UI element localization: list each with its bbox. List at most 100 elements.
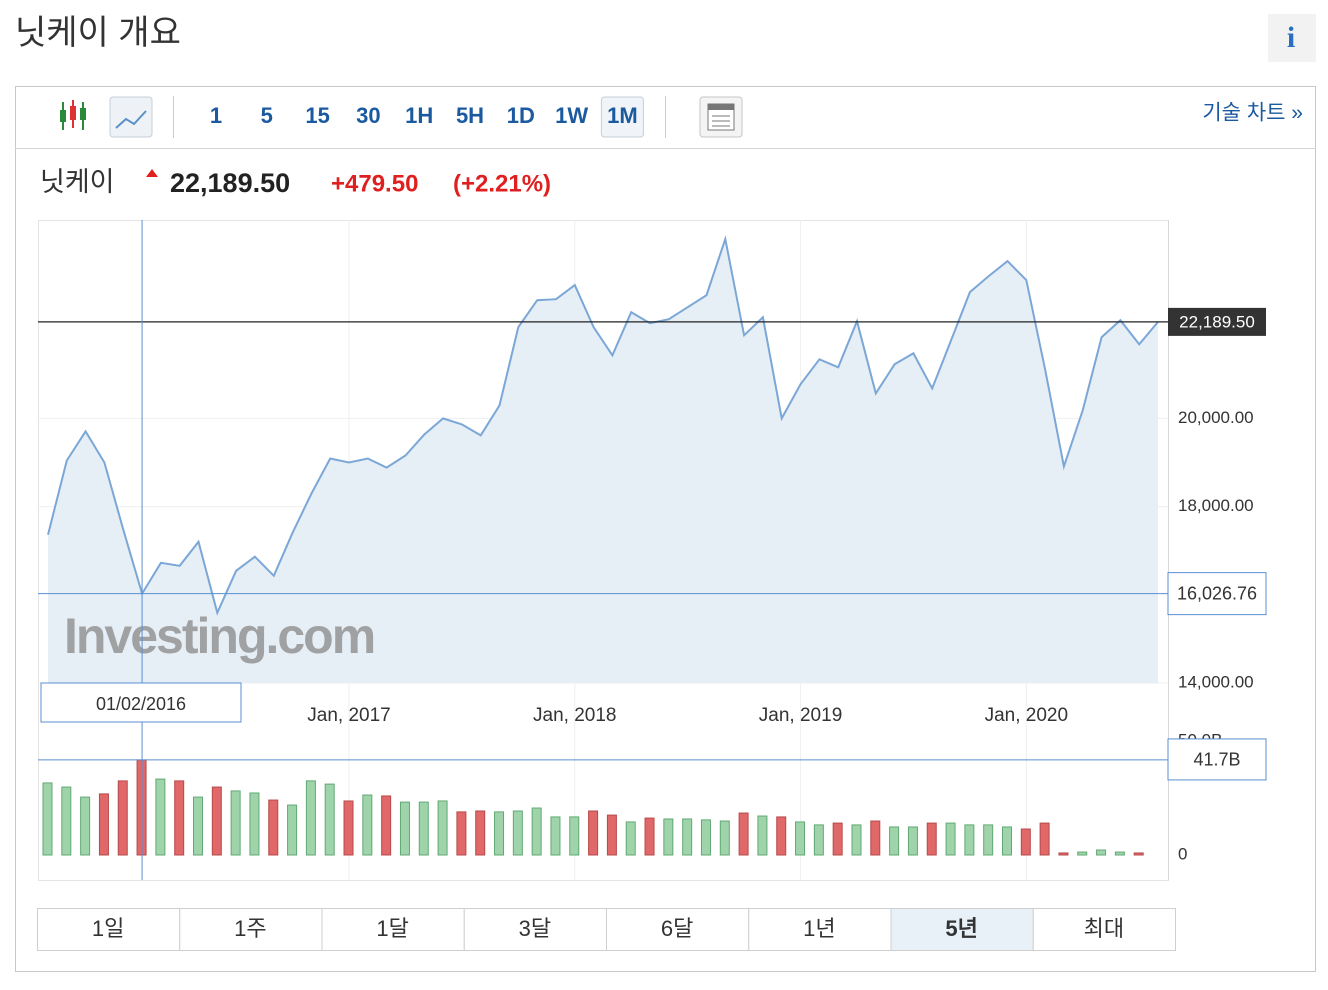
- volume-bar: [287, 804, 298, 856]
- volume-bar: [211, 786, 222, 856]
- volume-bar: [1114, 851, 1125, 856]
- crosshair-date-box: [40, 682, 242, 723]
- volume-bar: [983, 824, 994, 856]
- volume-bar: [437, 800, 448, 856]
- volume-bar: [1133, 852, 1144, 856]
- widget-frame: [15, 86, 1316, 972]
- price-line: [47, 235, 1159, 616]
- y-tick-label: 18,000.00: [1178, 496, 1254, 515]
- volume-bar: [851, 824, 862, 856]
- interval-button[interactable]: 1: [210, 103, 222, 128]
- range-button-label[interactable]: 6달: [661, 916, 693, 941]
- quote-change-percent: (+2.21%): [453, 170, 551, 197]
- range-button[interactable]: [37, 908, 181, 951]
- volume-bar: [475, 810, 486, 856]
- crosshair-volume-label: 41.7B: [1193, 750, 1240, 770]
- volume-bar: [1001, 826, 1012, 856]
- last-price-label: 22,189.50: [1179, 312, 1255, 331]
- volume-bar: [832, 822, 843, 856]
- interval-active-box: [600, 96, 644, 138]
- crosshair-volume-box: [1167, 738, 1267, 781]
- range-button-label[interactable]: 5년: [945, 916, 977, 941]
- interval-button[interactable]: 5H: [456, 103, 484, 128]
- volume-bar: [494, 811, 505, 856]
- volume-bar: [1096, 849, 1107, 856]
- volume-bar: [606, 814, 617, 856]
- quote-price: 22,189.50: [170, 168, 290, 198]
- up-arrow: [146, 169, 158, 177]
- volume-bar: [193, 796, 204, 856]
- volume-bar: [305, 780, 316, 856]
- range-button[interactable]: [1032, 908, 1176, 951]
- volume-bar: [1058, 852, 1069, 856]
- crosshair-value-label: 16,026.76: [1177, 583, 1257, 603]
- x-tick-label: Jan, 2018: [533, 705, 616, 726]
- range-button-label[interactable]: 1일: [92, 916, 124, 941]
- volume-bar: [155, 778, 166, 856]
- interval-button[interactable]: 1W: [555, 103, 588, 128]
- volume-bar: [230, 790, 241, 856]
- volume-bar: [512, 810, 523, 856]
- x-tick-label: Jan, 2020: [985, 705, 1068, 726]
- quote-name: 닛케이: [40, 167, 115, 197]
- range-button-label[interactable]: 최대: [1084, 916, 1124, 941]
- interval-button[interactable]: 15: [305, 103, 329, 128]
- watermark: Investing.com: [64, 608, 374, 664]
- technical-chart-link[interactable]: 기술 차트 »: [1202, 102, 1303, 125]
- range-button[interactable]: [463, 908, 607, 951]
- volume-bar: [870, 820, 881, 856]
- range-button-label[interactable]: 1년: [803, 916, 835, 941]
- volume-bar: [80, 796, 91, 856]
- page-title: 닛케이 개요: [15, 14, 181, 52]
- range-button[interactable]: [890, 908, 1034, 951]
- volume-bar: [324, 783, 335, 856]
- interval-button[interactable]: 5: [261, 103, 273, 128]
- candlestick-icon[interactable]: [60, 100, 86, 130]
- volume-bar: [42, 782, 53, 856]
- volume-bar: [776, 816, 787, 856]
- interval-button[interactable]: 1H: [405, 103, 433, 128]
- range-button[interactable]: [748, 908, 892, 951]
- x-tick-label: Jan, 2019: [759, 705, 842, 726]
- volume-bar: [268, 799, 279, 856]
- volume-bar: [588, 810, 599, 856]
- y-tick-label: 14,000.00: [1178, 672, 1254, 691]
- chart: Jan, 2017 Jan, 2018 Jan, 2019 Jan, 2020 14,0…: [38, 220, 1267, 881]
- volume-bar: [907, 826, 918, 856]
- range-button-label[interactable]: 1주: [234, 916, 266, 941]
- volume-bar: [1077, 851, 1088, 856]
- range-button-label[interactable]: 3달: [519, 916, 551, 941]
- volume-bar: [757, 815, 768, 856]
- range-button[interactable]: [606, 908, 750, 951]
- volume-bar: [1039, 822, 1050, 856]
- crosshair-date-label: 01/02/2016: [96, 694, 186, 714]
- line-chart-button[interactable]: [109, 96, 153, 138]
- volume-bar: [362, 794, 373, 856]
- volume-bar: [456, 811, 467, 856]
- volume-bar: [418, 801, 429, 856]
- interval-button[interactable]: 1D: [507, 103, 535, 128]
- layout-button[interactable]: [699, 96, 743, 138]
- range-button-label[interactable]: 1달: [376, 916, 408, 941]
- volume-bar: [700, 819, 711, 856]
- volume-bar: [663, 818, 674, 856]
- volume-bar: [795, 821, 806, 856]
- volume-bar: [945, 822, 956, 856]
- volume-bar: [381, 795, 392, 856]
- volume-bar: [682, 818, 693, 856]
- range-buttons: 1일 1주 1달 3달 6달 1년 5년 최대: [37, 908, 1176, 951]
- interval-button[interactable]: 1M: [607, 103, 638, 128]
- volume-bar: [399, 801, 410, 856]
- x-tick-label: Jan, 2017: [307, 705, 390, 726]
- volume-bar: [117, 780, 128, 856]
- range-button[interactable]: [321, 908, 465, 951]
- volume-bar: [249, 792, 260, 856]
- info-button[interactable]: [1268, 14, 1316, 62]
- y-tick-label: 20,000.00: [1178, 408, 1254, 427]
- volume-bar: [98, 793, 109, 856]
- info-icon[interactable]: i: [1287, 21, 1295, 54]
- volume-bar: [550, 816, 561, 856]
- crosshair-value-box: [1167, 572, 1267, 616]
- interval-button[interactable]: 30: [356, 103, 380, 128]
